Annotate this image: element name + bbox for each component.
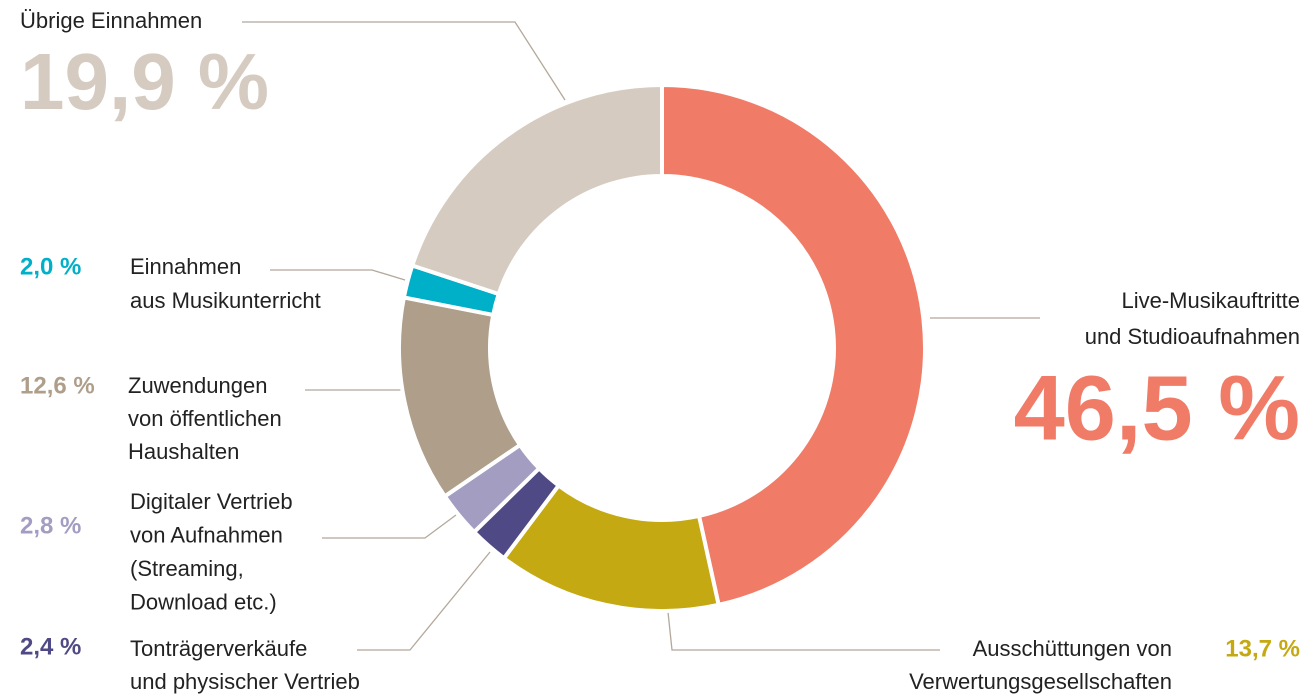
slice [409, 82, 664, 297]
value-label: 19,9 % [20, 37, 269, 126]
leader-line [322, 514, 457, 539]
value-label: 2,0 % [20, 253, 81, 280]
slice [660, 82, 927, 608]
category-label: Digitaler Vertrieb [130, 489, 293, 514]
leader-line [357, 551, 491, 651]
leader-line [242, 21, 566, 101]
category-label: und physischer Vertrieb [130, 669, 360, 694]
value-label: 13,7 % [1225, 635, 1300, 662]
value-label: 2,8 % [20, 512, 81, 539]
value-label: 2,4 % [20, 633, 81, 660]
category-label: Download etc.) [130, 589, 277, 614]
category-label: Ausschüttungen von [973, 636, 1172, 661]
category-label: Einnahmen [130, 254, 241, 279]
leader-line [667, 611, 940, 651]
value-label: 12,6 % [20, 372, 95, 399]
category-label: Haushalten [128, 439, 239, 464]
category-label: und Studioaufnahmen [1085, 324, 1300, 349]
category-label: Live-Musikauftritte [1121, 288, 1300, 313]
leader-lines [242, 21, 1040, 651]
value-label: 46,5 % [1014, 357, 1300, 459]
leader-line [270, 269, 406, 281]
category-label: Tonträgerverkäufe [130, 636, 307, 661]
category-label: von öffentlichen [128, 406, 282, 431]
category-label: Übrige Einnahmen [20, 8, 202, 33]
category-label: aus Musikunterricht [130, 288, 321, 313]
category-label: Verwertungsgesellschaften [909, 669, 1172, 694]
category-label: Zuwendungen [128, 373, 267, 398]
category-label: von Aufnahmen [130, 522, 283, 547]
category-label: (Streaming, [130, 556, 244, 581]
